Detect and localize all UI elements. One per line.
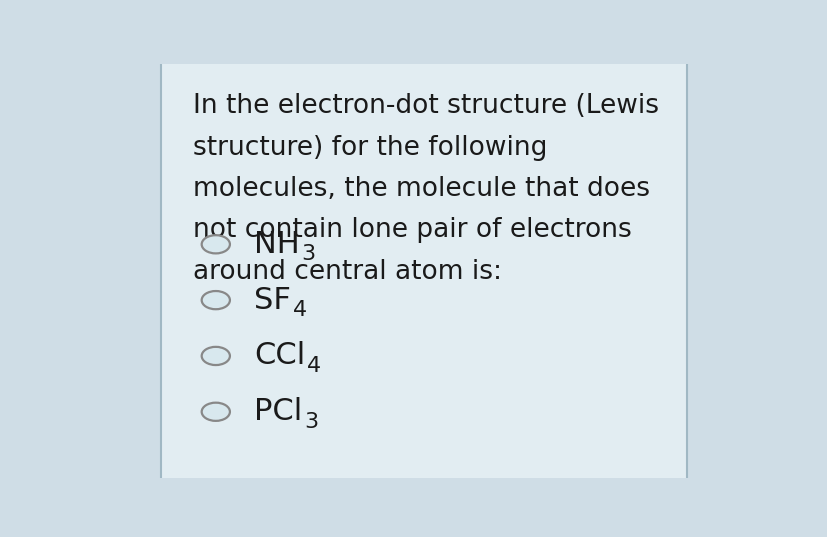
Circle shape <box>202 403 230 421</box>
Circle shape <box>202 291 230 309</box>
Text: In the electron-dot structure (Lewis: In the electron-dot structure (Lewis <box>193 93 658 119</box>
Text: 3: 3 <box>301 244 315 264</box>
Text: PCl: PCl <box>254 397 302 426</box>
Circle shape <box>202 347 230 365</box>
FancyBboxPatch shape <box>161 64 686 478</box>
Text: 3: 3 <box>304 412 318 432</box>
Text: 4: 4 <box>307 356 321 376</box>
Text: molecules, the molecule that does: molecules, the molecule that does <box>193 176 649 202</box>
Text: around central atom is:: around central atom is: <box>193 259 502 285</box>
Circle shape <box>202 235 230 253</box>
Text: structure) for the following: structure) for the following <box>193 135 547 161</box>
Text: SF: SF <box>254 286 291 315</box>
Text: CCl: CCl <box>254 342 305 371</box>
Text: not contain lone pair of electrons: not contain lone pair of electrons <box>193 217 631 243</box>
Text: NH: NH <box>254 230 299 259</box>
Text: 4: 4 <box>292 300 306 320</box>
